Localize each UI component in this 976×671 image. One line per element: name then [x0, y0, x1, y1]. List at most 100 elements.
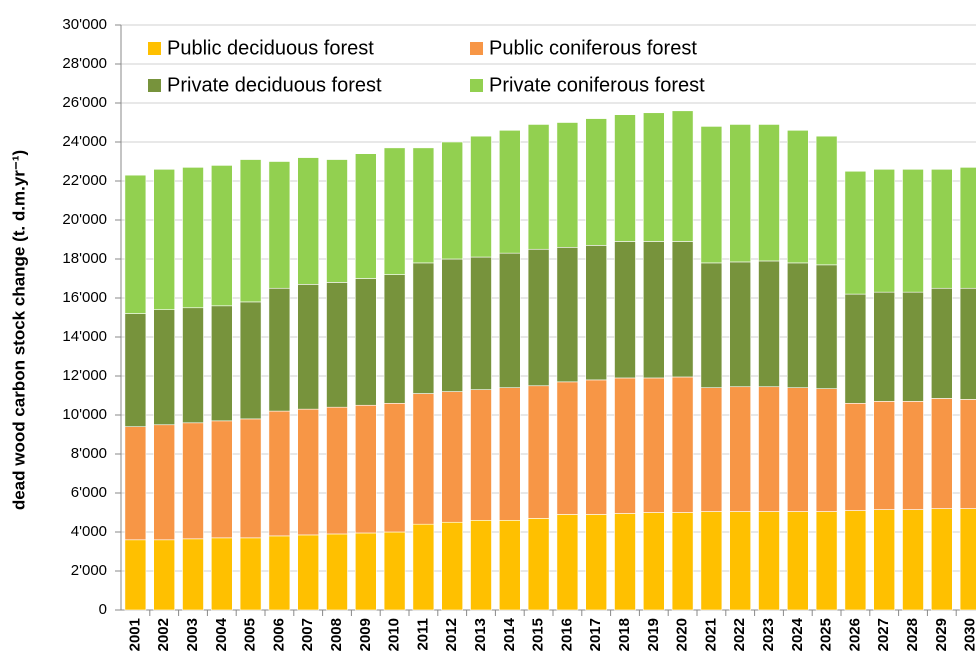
- bar-segment: [153, 169, 175, 310]
- bar-segment: [873, 169, 896, 293]
- bar-segment: [297, 157, 320, 285]
- bar-segment: [729, 511, 752, 611]
- bar-segment: [297, 534, 320, 611]
- bar-segment: [959, 287, 976, 400]
- y-tick-label: 28'000: [62, 55, 107, 72]
- bar-segment: [412, 147, 435, 264]
- bar-segment: [498, 252, 521, 388]
- y-tick-label: 20'000: [62, 211, 107, 228]
- legend-swatch: [470, 42, 483, 55]
- bar-segment: [412, 523, 435, 611]
- bar-segment: [124, 174, 147, 314]
- bar-segment: [642, 112, 665, 242]
- bar-segment: [873, 291, 896, 402]
- bar-segment: [182, 422, 204, 540]
- bar-segment: [239, 537, 262, 611]
- bar-segment: [786, 130, 809, 264]
- x-tick-label: 2026: [846, 618, 863, 651]
- bar-segment: [354, 404, 377, 534]
- bar-segment: [758, 386, 780, 512]
- bar-segment: [153, 424, 175, 541]
- bar-segment: [412, 262, 435, 394]
- x-tick-label: 2020: [674, 618, 691, 651]
- bar-segment: [671, 512, 694, 611]
- y-tick-label: 12'000: [62, 367, 107, 384]
- bar-segment: [902, 291, 924, 402]
- x-tick-label: 2005: [242, 618, 259, 651]
- bar-segment: [758, 260, 780, 388]
- bar-segment: [527, 248, 550, 387]
- bar-segment: [815, 264, 838, 389]
- bar-segment: [902, 401, 924, 510]
- bar-segment: [182, 538, 204, 611]
- bar-segment: [211, 305, 233, 422]
- bar-segment: [729, 261, 752, 388]
- bar-segment: [930, 169, 953, 289]
- bar-segment: [642, 512, 665, 611]
- y-tick-label: 24'000: [62, 133, 107, 150]
- legend-swatch: [148, 79, 161, 92]
- x-tick-label: 2010: [386, 618, 403, 651]
- bar-segment: [873, 509, 896, 611]
- bar-segment: [959, 167, 976, 289]
- bar-segment: [930, 508, 953, 611]
- bar-segment: [614, 114, 636, 242]
- bar-segment: [642, 241, 665, 379]
- bar-segment: [239, 159, 262, 303]
- legend-swatch: [470, 79, 483, 92]
- x-tick-label: 2008: [328, 618, 345, 651]
- y-axis-title: dead wood carbon stock change (t. d.m.yr…: [9, 150, 28, 510]
- y-tick-label: 22'000: [62, 172, 107, 189]
- y-tick-label: 4'000: [71, 523, 107, 540]
- x-tick-label: 2014: [501, 617, 518, 651]
- bar-segment: [844, 402, 867, 511]
- x-tick-label: 2015: [530, 618, 547, 651]
- bar-segment: [354, 532, 377, 611]
- legend-label: Private deciduous forest: [167, 74, 382, 96]
- bar-segment: [671, 110, 694, 242]
- bar-segment: [326, 282, 348, 408]
- bar-segment: [700, 262, 723, 388]
- bar-segment: [959, 399, 976, 509]
- bar-segment: [239, 301, 262, 420]
- bar-segment: [498, 130, 521, 254]
- bar-segment: [585, 118, 608, 246]
- y-tick-label: 30'000: [62, 16, 107, 33]
- y-tick-label: 26'000: [62, 94, 107, 111]
- bar-segment: [902, 169, 924, 293]
- bar-segment: [441, 141, 464, 260]
- bar-segment: [556, 514, 579, 611]
- x-tick-label: 2024: [789, 617, 806, 651]
- y-tick-label: 14'000: [62, 328, 107, 345]
- legend-label: Private coniferous forest: [489, 74, 705, 96]
- legend-swatch: [148, 42, 161, 55]
- bar-segment: [556, 381, 579, 515]
- bar-segment: [729, 124, 752, 263]
- bar-segment: [585, 379, 608, 515]
- bar-segment: [614, 377, 636, 514]
- bar-segment: [844, 170, 867, 295]
- bar-segment: [383, 402, 406, 533]
- x-tick-label: 2016: [558, 618, 575, 651]
- bar-segment: [959, 508, 976, 611]
- x-tick-label: 2001: [126, 618, 143, 651]
- y-tick-label: 10'000: [62, 406, 107, 423]
- bar-segment: [498, 387, 521, 521]
- x-tick-label: 2017: [587, 618, 604, 651]
- bar-segment: [297, 408, 320, 536]
- bar-segment: [815, 511, 838, 611]
- x-tick-label: 2007: [299, 618, 316, 651]
- x-tick-label: 2002: [155, 618, 172, 651]
- bar-segment: [268, 161, 291, 289]
- bar-segment: [297, 284, 320, 410]
- x-tick-label: 2012: [443, 618, 460, 651]
- bar-segment: [498, 519, 521, 611]
- bar-segment: [786, 511, 809, 611]
- bar-segment: [441, 391, 464, 523]
- bar-segment: [268, 287, 291, 412]
- bar-segment: [153, 309, 175, 426]
- y-tick-label: 8'000: [71, 445, 107, 462]
- bar-segment: [268, 535, 291, 611]
- bar-segment: [556, 122, 579, 248]
- bar-segment: [758, 511, 780, 611]
